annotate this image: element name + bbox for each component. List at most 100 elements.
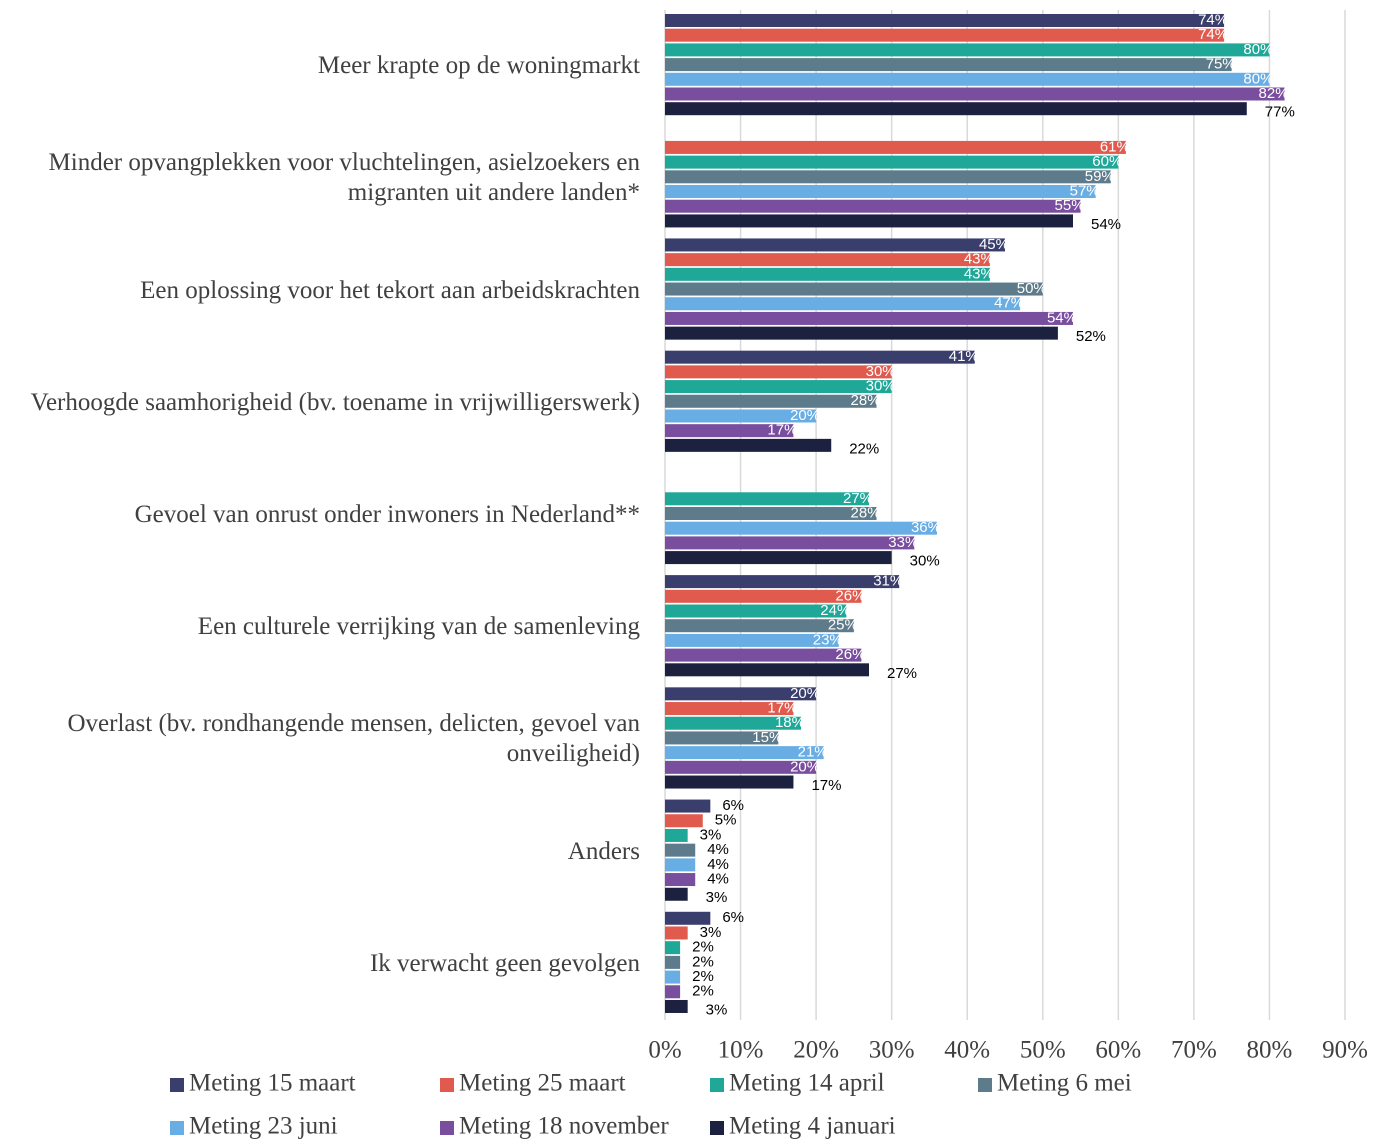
bar [665, 551, 892, 565]
data-label: 2% [692, 968, 714, 985]
data-label: 77% [1265, 104, 1295, 121]
data-label: 33% [888, 534, 918, 551]
category-label: Een oplossing voor het tekort aan arbeid… [0, 234, 640, 346]
bar [665, 873, 696, 887]
bar [665, 282, 1043, 296]
bar [665, 253, 990, 267]
data-label: 30% [866, 378, 896, 395]
category-text: Een oplossing voor het tekort aan arbeid… [140, 276, 640, 304]
bar [665, 843, 696, 857]
bar [665, 267, 990, 281]
legend-label: Meting 25 maart [459, 1070, 626, 1097]
data-label: 61% [1100, 138, 1130, 155]
x-tick-label: 0% [648, 1037, 681, 1064]
data-label: 80% [1243, 41, 1273, 58]
bar [665, 140, 1126, 154]
category-label: Minder opvangplekken voor vluchtelingen,… [0, 122, 640, 234]
bar [665, 746, 824, 760]
x-tick-label: 20% [793, 1037, 839, 1064]
data-label: 26% [835, 646, 865, 663]
data-label: 3% [700, 924, 722, 941]
bar [665, 350, 975, 364]
bar [665, 311, 1073, 325]
category-text: Meer krapte op de woningmarkt [317, 52, 640, 80]
data-label: 4% [707, 856, 729, 873]
category-label: Meer krapte op de woningmarkt [0, 10, 640, 122]
data-label: 41% [949, 348, 979, 365]
legend-label: Meting 6 mei [997, 1070, 1132, 1097]
data-label: 2% [692, 939, 714, 956]
bar [665, 775, 794, 789]
bar [665, 199, 1081, 213]
data-label: 26% [835, 587, 865, 604]
bar [665, 28, 1225, 42]
bar [665, 238, 1005, 252]
legend-swatch [710, 1078, 724, 1092]
bar [665, 492, 869, 506]
category-text: Verhoogde saamhorigheid (bv. toename in … [30, 388, 640, 416]
bar [665, 521, 937, 535]
data-label: 3% [706, 889, 728, 906]
bar [665, 326, 1058, 340]
bar [665, 619, 854, 633]
legend-label: Meting 23 juni [189, 1113, 338, 1140]
x-tick-label: 10% [718, 1037, 764, 1064]
data-label: 82% [1259, 85, 1289, 102]
x-tick-label: 40% [944, 1037, 990, 1064]
bar [665, 604, 847, 618]
data-label: 45% [979, 236, 1009, 253]
data-label: 2% [692, 983, 714, 1000]
bar [665, 72, 1270, 86]
data-label: 17% [811, 777, 841, 794]
data-label: 75% [1206, 56, 1236, 73]
bar [665, 799, 711, 813]
data-label: 27% [843, 490, 873, 507]
bar [665, 702, 794, 716]
data-label: 74% [1198, 11, 1228, 28]
data-label: 23% [813, 631, 843, 648]
bar [665, 687, 817, 701]
category-label: Anders [0, 796, 640, 908]
data-label: 4% [707, 841, 729, 858]
data-label: 21% [798, 744, 828, 761]
bar [665, 536, 915, 550]
bar [665, 438, 832, 452]
data-label: 20% [790, 407, 820, 424]
data-label: 74% [1198, 26, 1228, 43]
category-text: Gevoel van onrust onder inwoners in Nede… [134, 500, 640, 528]
bar [665, 858, 696, 872]
data-label: 6% [722, 909, 744, 926]
legend-label: Meting 14 april [729, 1070, 885, 1097]
data-label: 52% [1076, 328, 1106, 345]
bar [665, 663, 869, 677]
category-text: Overlast (bv. rondhangende mensen, delic… [67, 710, 641, 768]
data-label: 20% [790, 758, 820, 775]
data-label: 30% [866, 363, 896, 380]
bar [665, 43, 1270, 57]
data-label: 28% [851, 392, 881, 409]
x-tick-label: 60% [1095, 1037, 1141, 1064]
bar [665, 926, 688, 940]
bar [665, 394, 877, 408]
bar [665, 58, 1232, 72]
legend-swatch [978, 1078, 992, 1092]
data-label: 15% [752, 729, 782, 746]
data-label: 2% [692, 953, 714, 970]
data-label: 54% [1047, 309, 1077, 326]
legend-swatch [440, 1078, 454, 1092]
bar [665, 731, 779, 745]
bar [665, 589, 862, 603]
bar [665, 575, 900, 589]
data-label: 31% [873, 573, 903, 590]
data-label: 50% [1017, 280, 1047, 297]
bar [665, 214, 1073, 228]
data-label: 17% [767, 700, 797, 717]
bar [665, 87, 1285, 101]
category-text: Ik verwacht geen gevolgen [369, 949, 640, 977]
data-label: 80% [1243, 70, 1273, 87]
bar [665, 814, 703, 828]
bar [665, 887, 688, 901]
category-label: Overlast (bv. rondhangende mensen, delic… [0, 683, 641, 795]
bar [665, 716, 801, 730]
